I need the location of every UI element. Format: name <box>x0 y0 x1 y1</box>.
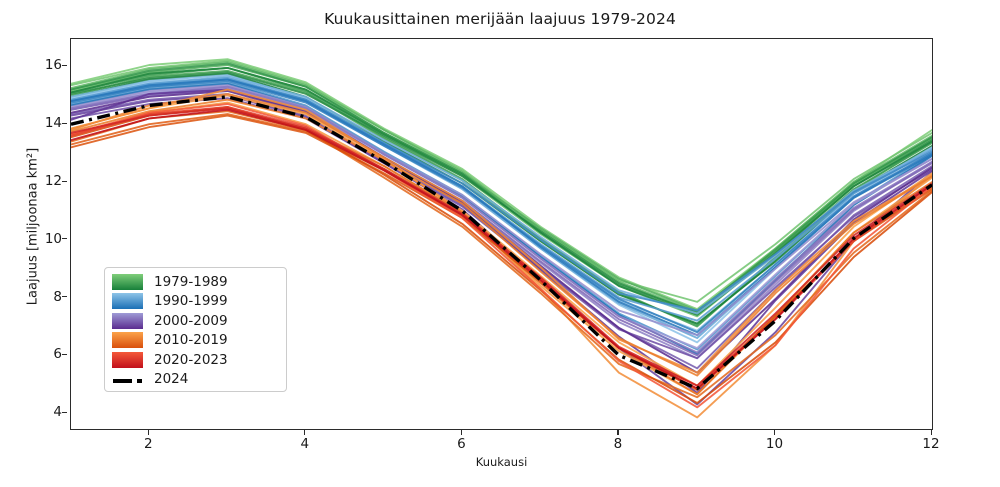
legend-color-swatch <box>112 332 143 349</box>
data-line <box>71 84 932 337</box>
legend-label: 2000-2009 <box>154 312 228 329</box>
data-line <box>71 103 932 409</box>
x-tick-mark <box>460 430 462 435</box>
data-line <box>71 92 932 374</box>
legend-item[interactable]: 1979-1989 <box>112 273 282 291</box>
x-tick-label: 2 <box>143 436 153 452</box>
legend: 1979-1989 1990-1999 2000-2009 2010-2019 2020… <box>104 267 287 392</box>
data-line <box>71 98 932 377</box>
legend-color-swatch <box>112 274 143 290</box>
legend-item[interactable]: 1990-1999 <box>112 292 282 310</box>
chart-title: Kuukausittainen merijään laajuus 1979-20… <box>324 10 676 28</box>
legend-label: 2020-2023 <box>154 351 228 368</box>
x-tick-mark <box>304 430 306 435</box>
y-axis-tickmarks <box>0 38 70 430</box>
data-line <box>71 95 932 391</box>
legend-item[interactable]: 2020-2023 <box>112 351 282 369</box>
x-tick-label: 6 <box>457 436 466 452</box>
legend-label: 2010-2019 <box>154 332 228 349</box>
y-tick-mark <box>62 64 67 67</box>
x-tick-mark <box>147 430 149 435</box>
y-tick-mark <box>62 238 67 240</box>
y-axis-label: Laajuus [miljoonaa km²] <box>25 147 41 306</box>
legend-color-swatch <box>112 351 143 368</box>
y-tick-mark <box>62 180 67 182</box>
y-tick-mark <box>62 411 67 413</box>
data-line <box>71 77 932 322</box>
x-tick-label: 4 <box>300 436 310 452</box>
data-line <box>71 114 932 391</box>
data-line <box>71 78 932 337</box>
data-line <box>71 110 932 399</box>
y-tick-label: 10 <box>44 230 62 247</box>
x-tick-mark <box>930 430 932 435</box>
legend-dash-segment <box>113 379 132 383</box>
y-tick-label: 14 <box>44 115 62 132</box>
y-tick-mark <box>62 296 67 298</box>
y-tick-label: 6 <box>53 346 62 363</box>
x-axis-label: Kuukausi <box>475 455 528 469</box>
legend-item[interactable]: 2024 <box>112 370 282 388</box>
legend-color-swatch <box>112 293 143 310</box>
legend-dot-segment <box>137 379 142 383</box>
y-tick-mark <box>62 353 67 355</box>
legend-color-swatch <box>112 312 143 329</box>
data-line <box>71 107 932 387</box>
legend-dashed-line-sample <box>112 371 143 387</box>
x-tick-mark <box>773 430 776 435</box>
y-tick-mark <box>62 122 67 124</box>
y-tick-label: 8 <box>53 288 62 305</box>
legend-label: 1979-1989 <box>154 274 228 290</box>
x-tick-label: 8 <box>613 436 623 452</box>
legend-item[interactable]: 2000-2009 <box>112 312 282 330</box>
x-tick-label: 10 <box>765 436 784 452</box>
legend-label: 1990-1999 <box>154 293 228 310</box>
x-tick-label: 12 <box>922 436 940 452</box>
x-tick-mark <box>617 430 619 435</box>
y-tick-label: 4 <box>53 404 62 421</box>
data-line <box>71 85 932 354</box>
legend-label: 2024 <box>154 371 189 387</box>
y-axis-tick-labels: 4 6 8 10 12 14 16 <box>18 38 62 430</box>
x-axis-tick-labels: 2 4 6 8 10 12 <box>70 430 940 456</box>
y-tick-label: 16 <box>44 57 62 74</box>
plot-lines <box>71 58 932 419</box>
plot-area <box>70 38 933 430</box>
y-tick-label: 12 <box>44 173 62 189</box>
legend-item[interactable]: 2010-2019 <box>112 331 282 349</box>
